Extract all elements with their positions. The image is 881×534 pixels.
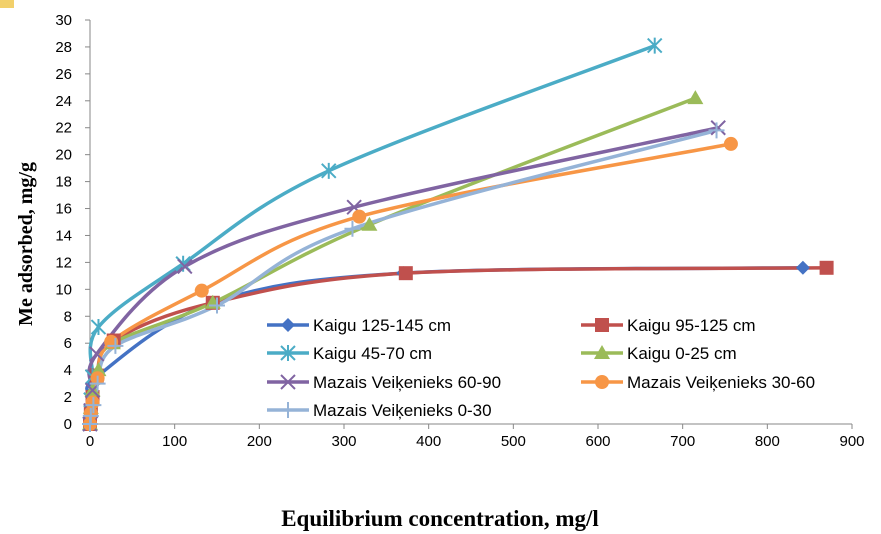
x-tick-label: 300 <box>331 433 356 450</box>
y-tick-label: 24 <box>55 93 72 110</box>
data-point-triangle <box>594 345 610 359</box>
data-point-plus <box>82 407 99 424</box>
data-point-asterisk <box>647 37 663 54</box>
y-tick-label: 12 <box>55 254 72 271</box>
data-point-asterisk <box>321 162 337 179</box>
data-point-plus <box>708 122 725 139</box>
data-point-plus <box>280 402 296 418</box>
data-point-diamond <box>281 318 295 332</box>
y-tick-label: 4 <box>64 362 72 379</box>
y-tick-label: 20 <box>55 147 72 164</box>
y-tick-label: 18 <box>55 174 72 191</box>
legend-label: Mazais Veiķenieks 30-60 <box>627 373 815 392</box>
x-tick-label: 100 <box>162 433 187 450</box>
data-point-asterisk <box>90 319 107 336</box>
y-tick-label: 2 <box>64 389 72 406</box>
x-tick-label: 900 <box>839 433 864 450</box>
y-tick-label: 30 <box>55 12 72 29</box>
data-point-plus <box>85 397 102 414</box>
data-point-circle <box>352 209 367 224</box>
data-point-x <box>280 374 296 390</box>
x-tick-label: 200 <box>247 433 272 450</box>
y-tick-label: 22 <box>55 120 72 137</box>
y-tick-label: 10 <box>55 281 72 298</box>
data-point-plus <box>344 220 361 237</box>
data-point-square <box>819 260 834 275</box>
y-tick-label: 0 <box>64 416 72 433</box>
y-tick-label: 26 <box>55 66 72 83</box>
data-point-plus <box>107 337 124 354</box>
x-tick-label: 0 <box>86 433 94 450</box>
data-point-circle <box>723 136 738 151</box>
x-tick-label: 400 <box>416 433 441 450</box>
legend-label: Kaigu 95-125 cm <box>627 316 756 335</box>
x-tick-label: 600 <box>585 433 610 450</box>
data-point-triangle <box>687 90 704 105</box>
data-point-circle <box>194 283 209 298</box>
x-tick-label: 700 <box>670 433 695 450</box>
data-point-square <box>398 266 413 281</box>
data-point-circle <box>595 375 609 389</box>
legend-label: Mazais Veiķenieks 0-30 <box>313 401 492 420</box>
data-point-asterisk <box>280 345 296 361</box>
x-tick-label: 500 <box>501 433 526 450</box>
data-point-x <box>89 346 105 362</box>
series-markers <box>82 37 834 432</box>
x-tick-label: 800 <box>755 433 780 450</box>
legend-label: Kaigu 45-70 cm <box>313 344 432 363</box>
series-line <box>88 43 656 425</box>
y-tick-label: 6 <box>64 335 72 352</box>
y-tick-label: 28 <box>55 39 72 56</box>
corner-accent <box>0 0 14 8</box>
data-point-square <box>595 318 609 332</box>
data-point-plus <box>89 375 106 392</box>
legend-label: Kaigu 0-25 cm <box>627 344 737 363</box>
y-tick-label: 16 <box>55 201 72 218</box>
x-axis-title: Equilibrium concentration, mg/l <box>281 506 599 531</box>
data-point-diamond <box>795 260 810 275</box>
series-lines <box>85 43 827 425</box>
data-point-x <box>710 120 726 136</box>
y-axis-title: Me adsorbed, mg/g <box>15 162 37 326</box>
legend-label: Kaigu 125-145 cm <box>313 316 451 335</box>
data-point-triangle <box>361 216 378 231</box>
data-point-x <box>177 258 193 275</box>
data-point-plus <box>209 297 225 314</box>
y-tick-label: 14 <box>55 227 72 244</box>
legend-label: Mazais Veiķenieks 60-90 <box>313 373 501 392</box>
legend: Kaigu 125-145 cm Kaigu 95-125 cm Kaigu 45-… <box>267 316 815 420</box>
y-tick-label: 8 <box>64 308 72 325</box>
